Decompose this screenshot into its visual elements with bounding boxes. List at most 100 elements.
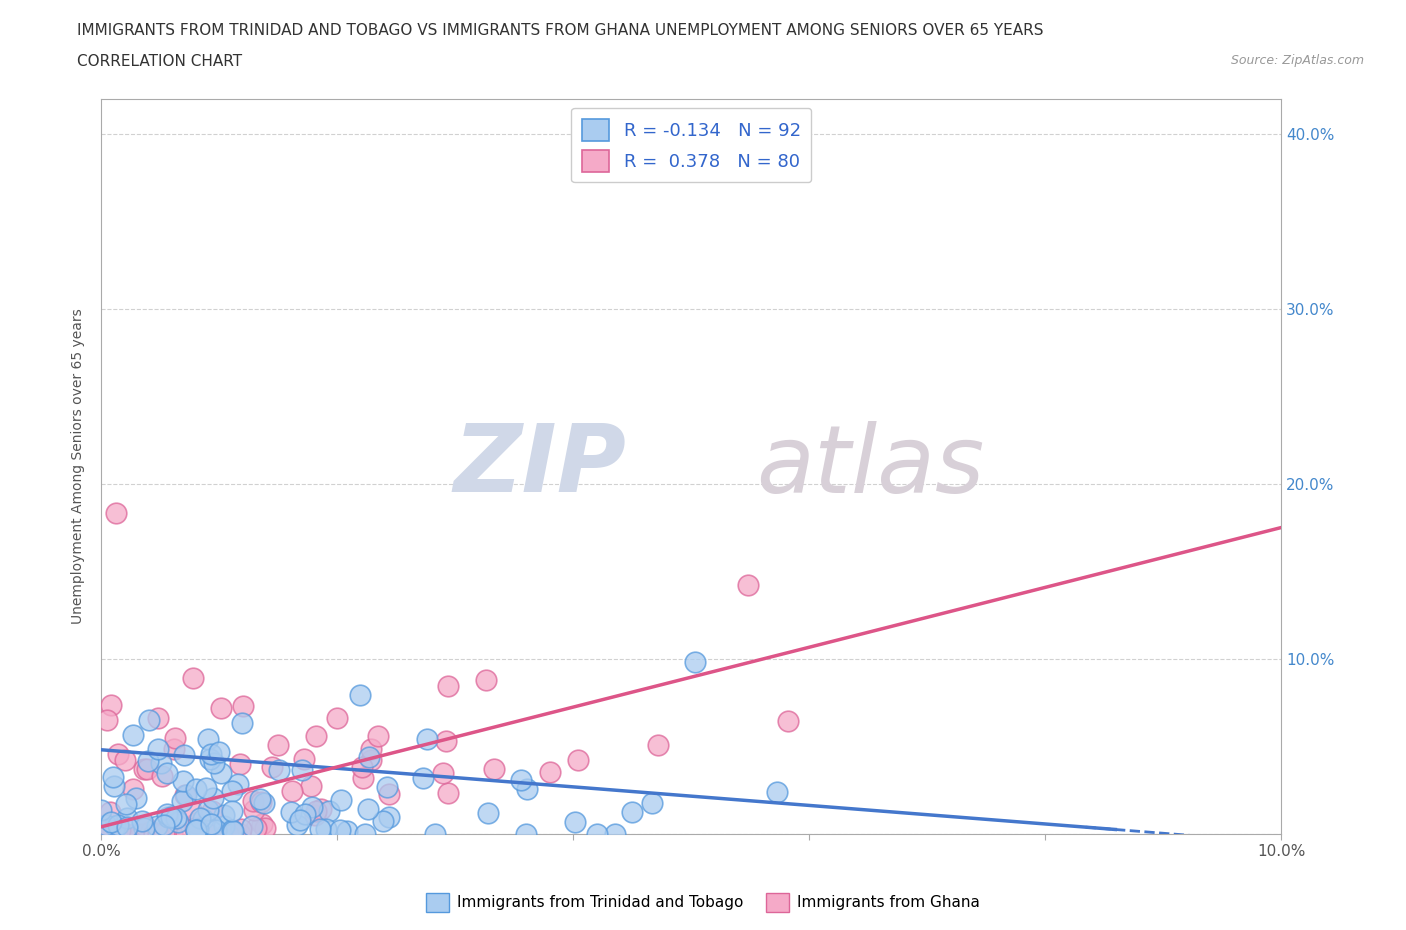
Point (378, 787, 401, 802)
Point (174, 788, 197, 803)
Point (304, 808, 326, 823)
Legend: R = -0.134   N = 92, R =  0.378   N = 80: R = -0.134 N = 92, R = 0.378 N = 80 (571, 108, 811, 182)
Point (765, 785, 787, 800)
Point (125, 790, 148, 805)
Point (174, 827, 197, 842)
Point (477, 805, 499, 820)
Point (281, 783, 304, 798)
Point (165, 731, 187, 746)
Point (318, 804, 340, 818)
Point (432, 766, 454, 781)
Point (309, 822, 332, 837)
Point (136, 762, 159, 777)
Point (357, 802, 380, 817)
Point (371, 814, 394, 829)
Point (114, 753, 136, 768)
Point (138, 712, 160, 727)
Point (209, 700, 232, 715)
Point (564, 815, 586, 830)
Point (184, 822, 207, 837)
Y-axis label: Unemployment Among Seniors over 65 years: Unemployment Among Seniors over 65 years (72, 309, 86, 624)
Point (142, 827, 165, 842)
Point (195, 780, 218, 795)
Point (226, 777, 249, 791)
Point (326, 711, 349, 725)
Point (150, 769, 173, 784)
Point (221, 783, 243, 798)
Point (117, 819, 139, 834)
Point (122, 827, 145, 842)
Point (436, 679, 458, 694)
Point (621, 804, 644, 819)
Point (134, 818, 156, 833)
Point (229, 827, 252, 842)
Point (336, 824, 359, 839)
Point (737, 578, 759, 592)
Point (205, 823, 228, 838)
Point (215, 827, 238, 842)
Point (221, 804, 243, 818)
Point (160, 827, 183, 842)
Point (359, 750, 381, 764)
Point (188, 811, 211, 826)
Point (280, 804, 302, 819)
Point (201, 791, 224, 806)
Point (150, 755, 173, 770)
Point (253, 796, 276, 811)
Point (131, 814, 153, 829)
Point (202, 755, 225, 770)
Point (305, 729, 328, 744)
Point (142, 827, 165, 842)
Point (167, 814, 190, 829)
Point (538, 765, 561, 780)
Point (114, 827, 136, 842)
Point (180, 803, 202, 817)
Point (157, 823, 180, 838)
Point (425, 827, 447, 842)
Point (437, 786, 460, 801)
Point (309, 802, 332, 817)
Point (115, 810, 138, 825)
Point (145, 819, 167, 834)
Text: atlas: atlas (756, 420, 984, 512)
Point (186, 815, 208, 830)
Point (107, 746, 129, 761)
Point (193, 811, 215, 826)
Point (131, 827, 153, 842)
Point (516, 781, 538, 796)
Point (245, 821, 267, 836)
Point (108, 822, 131, 837)
Point (105, 827, 128, 842)
Point (683, 655, 706, 670)
Point (136, 753, 159, 768)
Point (198, 752, 221, 767)
Point (515, 827, 537, 842)
Point (242, 793, 264, 808)
Point (200, 747, 222, 762)
Text: IMMIGRANTS FROM TRINIDAD AND TOBAGO VS IMMIGRANTS FROM GHANA UNEMPLOYMENT AMONG : IMMIGRANTS FROM TRINIDAD AND TOBAGO VS I… (77, 23, 1043, 38)
Point (217, 827, 239, 842)
Point (329, 822, 352, 837)
Point (153, 817, 176, 832)
Point (224, 827, 246, 842)
Point (291, 763, 314, 777)
Point (173, 748, 195, 763)
Text: ZIP: ZIP (454, 420, 627, 512)
Point (105, 506, 128, 521)
Point (475, 672, 498, 687)
Text: Source: ZipAtlas.com: Source: ZipAtlas.com (1230, 54, 1364, 67)
Point (416, 732, 439, 747)
Point (208, 745, 231, 760)
Point (107, 817, 129, 832)
Point (252, 817, 274, 831)
Point (285, 817, 308, 832)
Point (103, 778, 125, 793)
Point (156, 810, 179, 825)
Point (647, 737, 669, 752)
Point (148, 741, 170, 756)
Point (585, 827, 607, 842)
Point (187, 822, 209, 837)
Point (352, 770, 374, 785)
Point (360, 742, 382, 757)
Point (96, 712, 118, 727)
